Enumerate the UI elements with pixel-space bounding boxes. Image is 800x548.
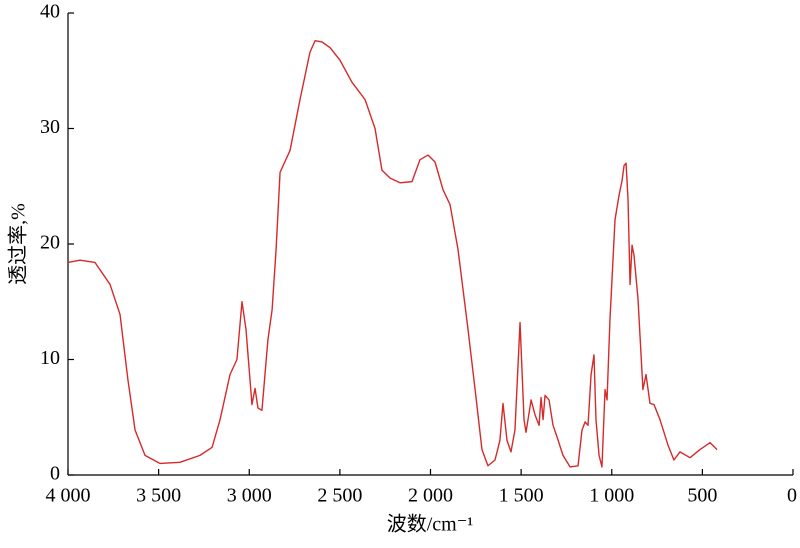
x-tick-label: 4 000 [46, 485, 91, 507]
x-tick-label: 3 500 [136, 485, 181, 507]
x-tick-label: 2 000 [408, 485, 453, 507]
x-tick-label: 1 500 [499, 485, 544, 507]
x-tick-label: 3 000 [227, 485, 272, 507]
x-tick-label: 500 [687, 485, 717, 507]
y-tick-label: 30 [40, 116, 60, 138]
y-tick-label: 20 [40, 232, 60, 254]
spectrum-line [67, 40, 718, 468]
y-tick-label: 40 [40, 1, 60, 23]
y-axis-title: 透过率,% [7, 203, 30, 285]
y-tick-label: 0 [50, 463, 60, 485]
x-axis-title: 波数/cm⁻¹ [387, 513, 474, 536]
x-tick-label: 1 000 [589, 485, 634, 507]
x-tick-label: 2 500 [317, 485, 362, 507]
x-tick-label: 0 [787, 485, 797, 507]
y-tick-label: 10 [40, 347, 60, 369]
